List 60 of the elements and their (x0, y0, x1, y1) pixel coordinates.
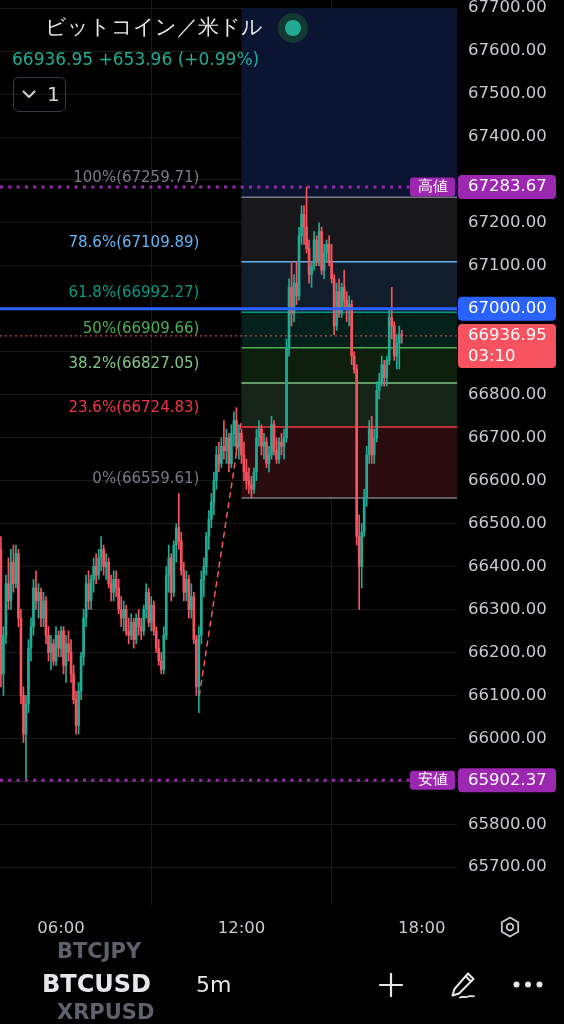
y-tick-label: 67500.00 (468, 83, 547, 103)
text: 66936.95 +653.96 (+0.99%) (12, 48, 260, 70)
text: XRPUSD (57, 999, 155, 1024)
y-tick-label: 67100.00 (468, 255, 547, 275)
candlestick (7, 557, 10, 610)
y-tick-label: 66100.00 (468, 684, 547, 704)
y-tick-label: 66200.00 (468, 641, 547, 661)
y-tick-label: 66800.00 (468, 384, 547, 404)
text: ビットコイン／米ドル (45, 14, 263, 41)
ref-line-label: 23.6%(66724.83) (68, 398, 200, 417)
text: BTCJPY (57, 938, 142, 965)
y-tick-label: 66500.00 (468, 512, 547, 532)
ref-line-label: 61.8%(66992.27) (68, 283, 200, 302)
ref-line-label: 67283.67 (468, 176, 547, 196)
annotation: 1 (47, 81, 60, 107)
candlestick (57, 630, 60, 658)
candlestick (335, 282, 338, 331)
x-tick-label: 18:00 (398, 918, 446, 938)
candlestick (122, 600, 125, 632)
collapse-button: 1 (13, 77, 66, 112)
y-tick-label: 65700.00 (468, 856, 547, 876)
text: BTCUSD (42, 970, 151, 998)
ref-line-label: 67000.00 (468, 298, 547, 318)
y-tick-label: 66400.00 (468, 555, 547, 575)
ref-line-label: 50%(66909.66) (82, 318, 200, 337)
candlestick (320, 226, 323, 275)
x-tick-label: 06:00 (37, 918, 85, 938)
candlestick (225, 428, 228, 464)
candlestick (280, 433, 283, 456)
y-tick-label: 67600.00 (468, 40, 547, 60)
candlestick (295, 261, 298, 305)
y-tick-label: 67200.00 (468, 212, 547, 232)
candlestick (340, 282, 343, 318)
x-tick-label: 12:00 (217, 918, 266, 938)
annotation: 安値 (417, 770, 448, 789)
y-tick-label: 67400.00 (468, 126, 547, 146)
ref-line-label: 78.6%(67109.89) (68, 232, 200, 251)
y-tick-label: 66600.00 (468, 469, 547, 489)
ref-line-label: 65902.37 (468, 769, 547, 789)
ref-line-label: 100%(67259.71) (73, 168, 200, 187)
candlestick (102, 544, 105, 576)
y-tick-label: 65800.00 (468, 813, 547, 833)
candlestick (260, 424, 263, 456)
text: 5m (196, 971, 232, 999)
candlestick (52, 639, 55, 666)
candlestick (220, 437, 223, 469)
annotation: 高値 (417, 176, 448, 195)
y-tick-label: 67700.00 (468, 0, 547, 17)
candlestick (42, 591, 45, 627)
ref-line-label: 0%(66559.61) (92, 468, 200, 487)
candlestick (132, 617, 136, 649)
candlestick (37, 583, 40, 619)
y-tick-label: 66700.00 (468, 426, 547, 446)
text: 03:10 (468, 346, 516, 366)
candlestick (265, 437, 268, 469)
ref-line-label: 66936.95 (468, 325, 547, 345)
ref-line-label: 38.2%(66827.05) (68, 354, 200, 373)
y-tick-label: 66000.00 (468, 727, 547, 747)
candlestick (315, 235, 318, 267)
y-tick-label: 66300.00 (468, 598, 547, 618)
